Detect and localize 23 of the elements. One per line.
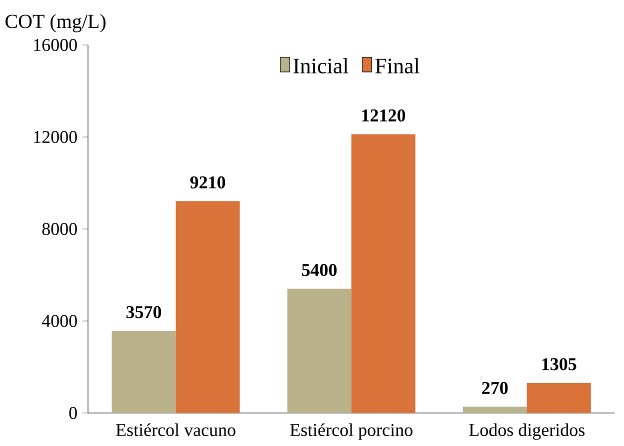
data-label: 5400: [302, 264, 337, 276]
x-tick-label: Estiércol porcino: [290, 423, 412, 440]
bar: [351, 134, 416, 413]
bar: [526, 382, 591, 413]
data-label: 3570: [126, 306, 162, 318]
y-tick-label: 8000: [42, 222, 77, 236]
bar: [176, 201, 240, 413]
bar: [112, 330, 176, 413]
y-tick-label: 16000: [34, 38, 77, 52]
data-label: 9210: [190, 176, 226, 188]
data-label: 270: [482, 382, 508, 394]
legend-label: Final: [375, 58, 420, 74]
data-label: 12120: [362, 109, 406, 122]
y-tick-label: 0: [69, 406, 77, 420]
y-tick-label: 4000: [42, 314, 77, 328]
legend-label: Inicial: [293, 58, 348, 74]
x-tick-label: Lodos digeridos: [469, 423, 584, 440]
data-label: 1305: [542, 358, 576, 370]
bar: [462, 406, 527, 413]
x-tick-label: Estiércol vacuno: [116, 423, 236, 436]
bar: [287, 288, 352, 413]
y-tick-label: 12000: [34, 130, 77, 144]
y-axis-title: COT (mg/L): [6, 14, 106, 32]
